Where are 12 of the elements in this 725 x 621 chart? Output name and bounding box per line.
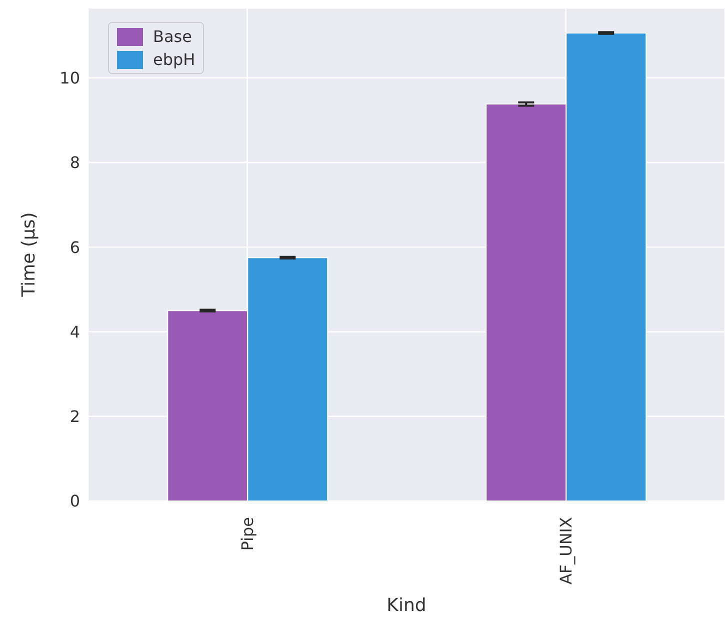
x-tick-label: AF_UNIX <box>556 516 576 585</box>
x-axis-title: Kind <box>386 595 426 616</box>
y-axis-title: Time (μs) <box>18 212 40 298</box>
y-tick-label: 10 <box>60 68 80 88</box>
y-tick-label: 6 <box>70 238 80 257</box>
y-tick-label: 4 <box>70 322 80 342</box>
y-tick-label: 0 <box>70 492 80 511</box>
y-tick-label: 8 <box>70 153 80 172</box>
legend-label: ebpH <box>153 50 196 69</box>
x-tick-label: Pipe <box>238 517 257 551</box>
y-tick-label: 2 <box>70 407 80 426</box>
legend-label: Base <box>153 27 192 46</box>
